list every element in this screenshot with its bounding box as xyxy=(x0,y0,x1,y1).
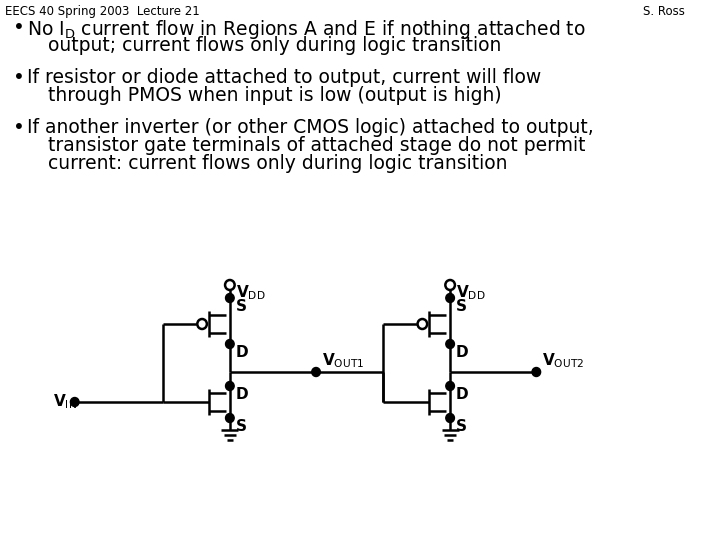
Text: V$_\mathrm{OUT2}$: V$_\mathrm{OUT2}$ xyxy=(542,352,584,370)
Text: •: • xyxy=(14,18,25,37)
Circle shape xyxy=(71,397,79,407)
Text: EECS 40 Spring 2003  Lecture 21: EECS 40 Spring 2003 Lecture 21 xyxy=(5,5,199,18)
Circle shape xyxy=(446,280,455,290)
Circle shape xyxy=(225,414,234,422)
Circle shape xyxy=(446,294,454,302)
Text: D: D xyxy=(235,387,248,402)
Circle shape xyxy=(225,280,235,290)
Circle shape xyxy=(312,368,320,376)
Text: S: S xyxy=(456,299,467,314)
Text: No I$_\mathrm{D}$ current flow in Regions A and E if nothing attached to: No I$_\mathrm{D}$ current flow in Region… xyxy=(27,18,585,41)
Text: S: S xyxy=(456,419,467,434)
Text: D: D xyxy=(235,345,248,360)
Text: •: • xyxy=(14,118,25,137)
Text: transistor gate terminals of attached stage do not permit: transistor gate terminals of attached st… xyxy=(48,136,585,155)
Text: If another inverter (or other CMOS logic) attached to output,: If another inverter (or other CMOS logic… xyxy=(27,118,593,137)
Text: V$_\mathrm{DD}$: V$_\mathrm{DD}$ xyxy=(456,283,485,302)
Text: through PMOS when input is low (output is high): through PMOS when input is low (output i… xyxy=(48,86,502,105)
Text: V$_\mathrm{DD}$: V$_\mathrm{DD}$ xyxy=(235,283,265,302)
Text: output; current flows only during logic transition: output; current flows only during logic … xyxy=(48,36,501,55)
Circle shape xyxy=(446,414,454,422)
Text: D: D xyxy=(456,387,469,402)
Circle shape xyxy=(446,340,454,348)
Text: V$_\mathrm{OUT1}$: V$_\mathrm{OUT1}$ xyxy=(322,352,364,370)
Circle shape xyxy=(225,381,234,390)
Circle shape xyxy=(197,319,207,329)
Circle shape xyxy=(418,319,427,329)
Circle shape xyxy=(532,368,541,376)
Text: S: S xyxy=(235,419,246,434)
Circle shape xyxy=(225,340,234,348)
Text: •: • xyxy=(14,68,25,87)
Text: V$_\mathrm{IN}$: V$_\mathrm{IN}$ xyxy=(53,393,76,411)
Text: S. Ross: S. Ross xyxy=(643,5,685,18)
Text: current: current flows only during logic transition: current: current flows only during logic… xyxy=(48,154,508,173)
Text: S: S xyxy=(235,299,246,314)
Text: If resistor or diode attached to output, current will flow: If resistor or diode attached to output,… xyxy=(27,68,541,87)
Text: D: D xyxy=(456,345,469,360)
Circle shape xyxy=(225,294,234,302)
Circle shape xyxy=(446,381,454,390)
